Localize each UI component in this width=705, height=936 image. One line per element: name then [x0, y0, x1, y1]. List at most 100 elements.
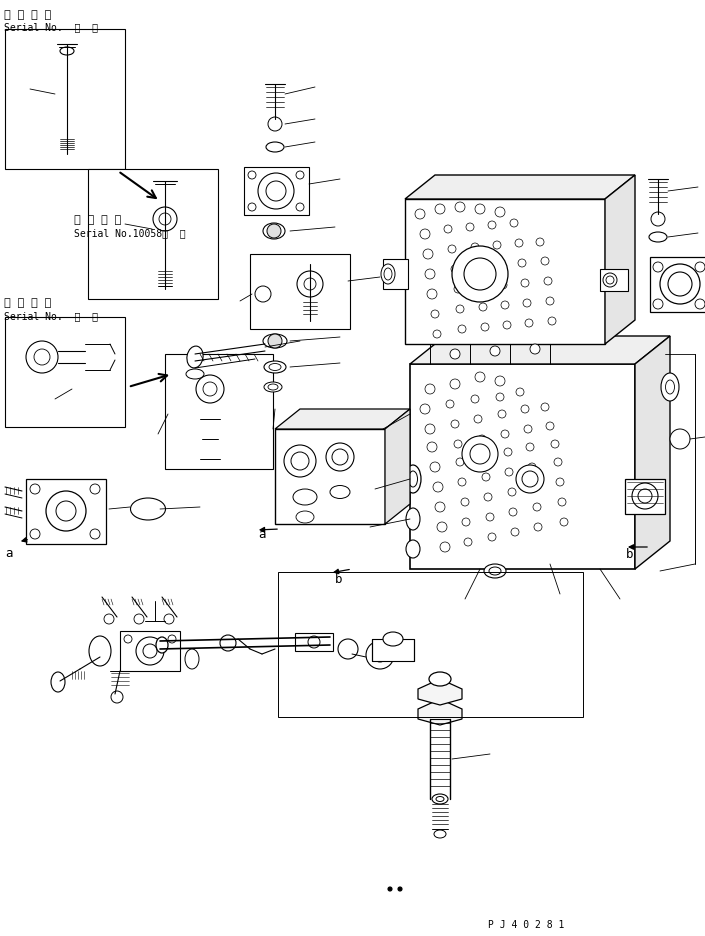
Bar	[372, 639, 414, 662]
Circle shape	[470, 445, 490, 464]
Circle shape	[509, 508, 517, 517]
Polygon shape	[418, 680, 462, 705]
Circle shape	[556, 478, 564, 487]
Circle shape	[481, 454, 489, 461]
Ellipse shape	[156, 637, 168, 653]
Ellipse shape	[429, 672, 451, 686]
Circle shape	[450, 380, 460, 389]
Circle shape	[533, 504, 541, 511]
Bar	[275, 430, 385, 524]
Circle shape	[34, 350, 50, 366]
Circle shape	[505, 469, 513, 476]
Ellipse shape	[263, 224, 285, 240]
Circle shape	[451, 266, 459, 273]
Ellipse shape	[606, 277, 614, 285]
Circle shape	[488, 534, 496, 541]
Circle shape	[296, 172, 304, 180]
Circle shape	[495, 208, 505, 218]
Text: P J 4 0 2 8 1: P J 4 0 2 8 1	[488, 919, 565, 929]
Circle shape	[376, 467, 384, 475]
Ellipse shape	[434, 830, 446, 838]
Circle shape	[496, 393, 504, 402]
Bar	[120, 631, 180, 671]
Bar	[600, 270, 628, 292]
Circle shape	[458, 326, 466, 333]
Circle shape	[456, 459, 464, 466]
Circle shape	[461, 499, 469, 506]
Circle shape	[164, 614, 174, 624]
Ellipse shape	[186, 370, 204, 380]
Bar	[5, 30, 125, 169]
Circle shape	[670, 430, 690, 449]
Circle shape	[515, 240, 523, 248]
Ellipse shape	[371, 455, 389, 480]
Circle shape	[522, 472, 538, 488]
Circle shape	[558, 499, 566, 506]
Circle shape	[521, 405, 529, 414]
Bar	[26, 479, 106, 545]
Circle shape	[546, 422, 554, 431]
Ellipse shape	[384, 269, 392, 281]
Circle shape	[168, 636, 176, 643]
Circle shape	[56, 502, 76, 521]
Circle shape	[660, 265, 700, 305]
Circle shape	[551, 441, 559, 448]
Circle shape	[524, 426, 532, 433]
Ellipse shape	[266, 143, 284, 153]
Circle shape	[516, 465, 544, 493]
Bar	[295, 634, 333, 651]
Circle shape	[425, 425, 435, 434]
Circle shape	[430, 462, 440, 473]
Circle shape	[388, 887, 392, 891]
Circle shape	[456, 306, 464, 314]
Circle shape	[466, 224, 474, 232]
Circle shape	[437, 522, 447, 533]
Circle shape	[548, 317, 556, 326]
Circle shape	[423, 250, 433, 259]
Text: Serial No.  ・  ～: Serial No. ・ ～	[4, 311, 98, 321]
Ellipse shape	[330, 486, 350, 499]
Circle shape	[454, 441, 462, 448]
Ellipse shape	[432, 794, 448, 804]
Circle shape	[668, 272, 692, 297]
Polygon shape	[635, 337, 670, 569]
Circle shape	[427, 443, 437, 452]
Circle shape	[471, 243, 479, 252]
Circle shape	[541, 257, 549, 266]
Bar	[625, 479, 665, 515]
Circle shape	[30, 530, 40, 539]
Circle shape	[124, 636, 132, 643]
Ellipse shape	[263, 335, 287, 348]
Circle shape	[695, 263, 705, 272]
Ellipse shape	[264, 383, 282, 392]
Text: 適 用 号 機: 適 用 号 機	[74, 214, 121, 225]
Circle shape	[433, 482, 443, 492]
Ellipse shape	[436, 797, 444, 801]
Circle shape	[528, 463, 536, 472]
Bar	[405, 199, 605, 344]
Circle shape	[530, 344, 540, 355]
Ellipse shape	[666, 381, 675, 395]
Circle shape	[516, 388, 524, 397]
Circle shape	[518, 259, 526, 268]
Bar	[250, 255, 350, 329]
Circle shape	[440, 543, 450, 552]
Circle shape	[427, 289, 437, 300]
Circle shape	[475, 373, 485, 383]
Bar	[165, 355, 273, 470]
Circle shape	[420, 404, 430, 415]
Circle shape	[504, 448, 512, 457]
Bar	[278, 573, 583, 717]
Circle shape	[425, 385, 435, 395]
Circle shape	[266, 182, 286, 202]
Circle shape	[462, 436, 498, 473]
Circle shape	[435, 503, 445, 512]
Circle shape	[653, 263, 663, 272]
Circle shape	[493, 241, 501, 250]
Circle shape	[526, 444, 534, 451]
Circle shape	[291, 452, 309, 471]
Ellipse shape	[383, 633, 403, 647]
Circle shape	[523, 300, 531, 308]
Circle shape	[521, 280, 529, 287]
Circle shape	[431, 311, 439, 318]
